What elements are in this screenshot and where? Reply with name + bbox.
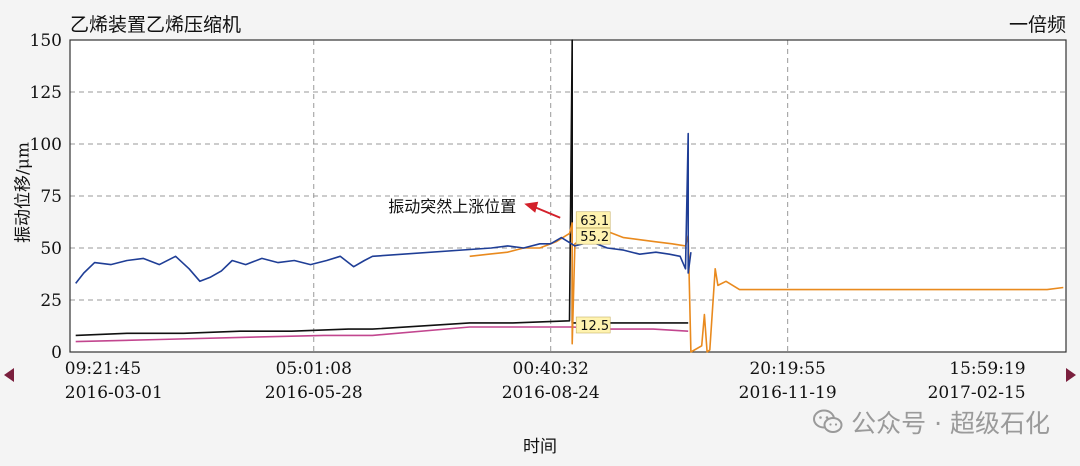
data-label-box [575, 227, 611, 245]
y-tick-label: 150 [30, 31, 62, 51]
y-tick-label: 75 [40, 187, 62, 207]
y-tick-label: 125 [30, 83, 62, 103]
x-tick-date: 2016-05-28 [265, 383, 363, 403]
y-tick-label: 50 [40, 239, 62, 259]
y-tick-label: 25 [40, 291, 62, 311]
mode-label: 一倍频 [1008, 14, 1066, 36]
series-line-blue [75, 132, 692, 284]
annotation-text: 振动突然上涨位置 [388, 197, 516, 216]
annotation-arrow-head [524, 201, 539, 213]
watermark-text: 公众号 · 超级石化 [851, 409, 1050, 438]
annotation-arrow-line [535, 206, 561, 219]
data-label-box [575, 316, 611, 334]
y-tick-label: 0 [51, 343, 62, 363]
wechat-icon [813, 409, 843, 433]
plot-frame [69, 39, 1067, 353]
x-tick-date: 2017-02-15 [928, 383, 1026, 403]
x-tick-time: 20:19:55 [749, 359, 825, 379]
x-tick-date: 2016-08-24 [502, 383, 600, 403]
x-tick-time: 15:59:19 [949, 359, 1025, 379]
data-label: 12.5 [580, 319, 609, 334]
data-label-box [575, 211, 611, 229]
x-tick-time: 00:40:32 [513, 359, 589, 379]
watermark: 公众号 · 超级石化 [813, 404, 1050, 440]
x-tick-time: 05:01:08 [276, 359, 352, 379]
x-axis-label: 时间 [523, 437, 557, 457]
scroll-right-arrow-icon[interactable] [1066, 368, 1076, 382]
x-tick-date: 2016-03-01 [65, 383, 163, 403]
data-label: 55.2 [580, 230, 609, 245]
series-line-magenta [75, 326, 689, 343]
scroll-left-arrow-icon[interactable] [4, 368, 14, 382]
data-label: 63.1 [580, 214, 609, 229]
x-tick-time: 09:21:45 [65, 359, 141, 379]
y-tick-label: 100 [30, 135, 62, 155]
y-axis-label: 振动位移/μm [13, 142, 34, 243]
x-tick-date: 2016-11-19 [739, 383, 837, 403]
chart-title: 乙烯装置乙烯压缩机 [70, 14, 242, 36]
